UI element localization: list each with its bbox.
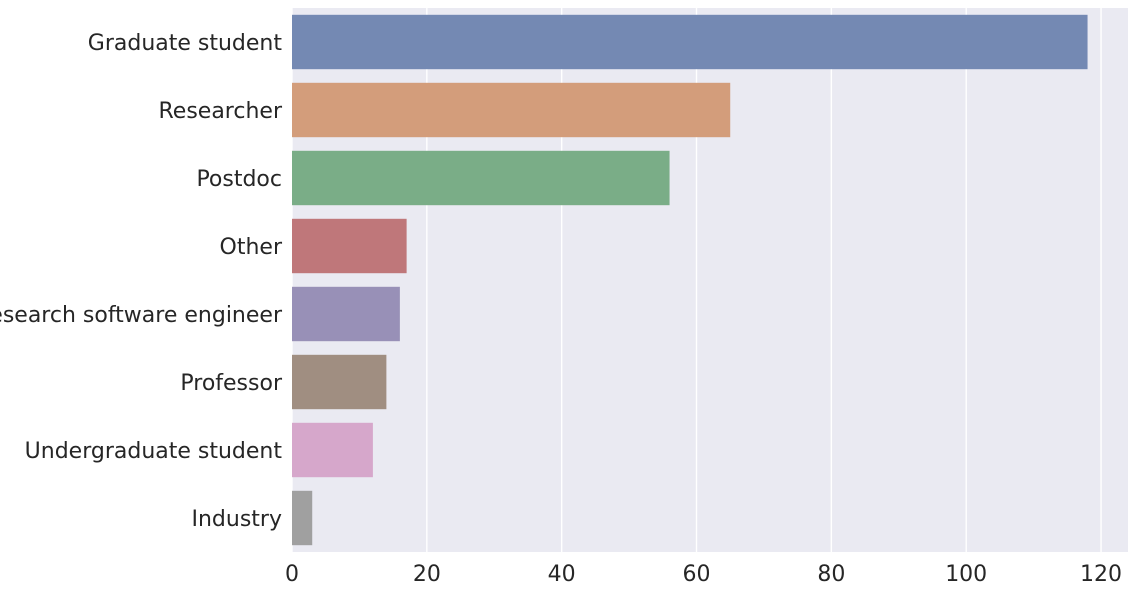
x-tick-label: 80	[817, 562, 845, 587]
bars	[292, 14, 1088, 546]
category-label: Other	[220, 235, 283, 260]
bar	[292, 218, 407, 274]
category-label: Graduate student	[88, 31, 283, 56]
x-tick-labels: 0 20 40 60 80 100 120	[285, 562, 1122, 587]
x-tick-label: 0	[285, 562, 299, 587]
category-label: Industry	[192, 507, 283, 532]
category-label: Research software engineer	[0, 303, 283, 328]
x-tick-label: 40	[548, 562, 576, 587]
category-label: Undergraduate student	[25, 439, 283, 464]
category-labels: Graduate student Researcher Postdoc Other Re…	[0, 31, 283, 532]
bar	[292, 82, 731, 138]
x-tick-label: 100	[945, 562, 987, 587]
bar	[292, 422, 373, 478]
category-label: Postdoc	[196, 167, 282, 192]
bar	[292, 354, 387, 410]
category-label: Professor	[180, 371, 283, 396]
x-tick-label: 60	[683, 562, 711, 587]
bar	[292, 150, 670, 206]
category-label: Researcher	[159, 99, 283, 124]
x-tick-label: 120	[1080, 562, 1122, 587]
bar	[292, 286, 400, 342]
bar	[292, 490, 313, 546]
x-tick-label: 20	[413, 562, 441, 587]
bar	[292, 14, 1088, 70]
